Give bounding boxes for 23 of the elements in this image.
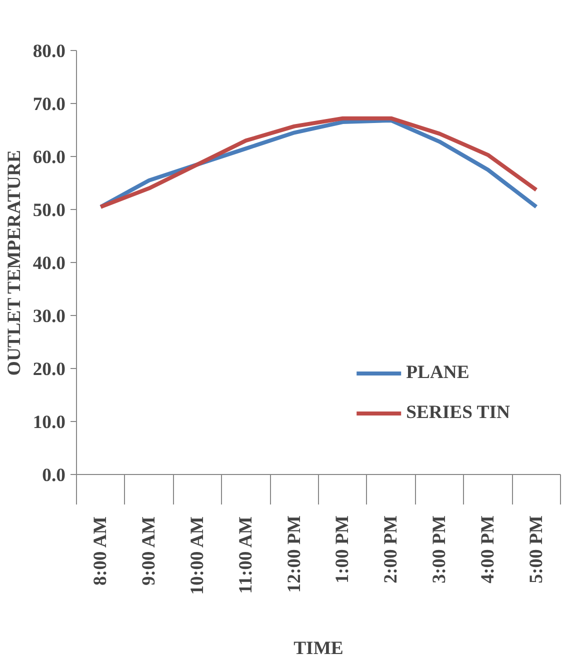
y-axis-title: OUTLET TEMPERATURE bbox=[4, 150, 25, 376]
y-tick-label: 80.0 bbox=[32, 41, 66, 62]
x-tick-label: 10:00 AM bbox=[187, 516, 208, 595]
legend-label: SERIES TIN bbox=[406, 402, 510, 424]
x-tick-label: 2:00 PM bbox=[380, 515, 402, 584]
x-tick-label: 4:00 PM bbox=[477, 515, 498, 584]
x-tick-label: 8:00 AM bbox=[90, 516, 112, 586]
y-tick-label: 60.0 bbox=[32, 147, 66, 168]
y-tick-label: 20.0 bbox=[32, 359, 66, 380]
y-tick-label: 30.0 bbox=[32, 306, 66, 327]
y-tick-label: 50.0 bbox=[32, 200, 66, 221]
x-tick-label: 5:00 PM bbox=[526, 515, 547, 584]
y-tick-label: 0.0 bbox=[42, 465, 66, 486]
x-tick-label: 9:00 AM bbox=[138, 516, 160, 586]
x-axis-title: TIME bbox=[294, 638, 344, 659]
y-tick-label: 70.0 bbox=[32, 94, 66, 115]
y-tick-label: 40.0 bbox=[32, 253, 66, 274]
x-tick-label: 1:00 PM bbox=[332, 515, 354, 584]
x-tick-label: 3:00 PM bbox=[429, 515, 450, 584]
x-tick-label: 11:00 AM bbox=[235, 516, 256, 594]
y-tick-label: 10.0 bbox=[32, 412, 66, 433]
x-tick-label: 12:00 PM bbox=[284, 515, 305, 593]
legend-label: PLANE bbox=[406, 362, 470, 384]
